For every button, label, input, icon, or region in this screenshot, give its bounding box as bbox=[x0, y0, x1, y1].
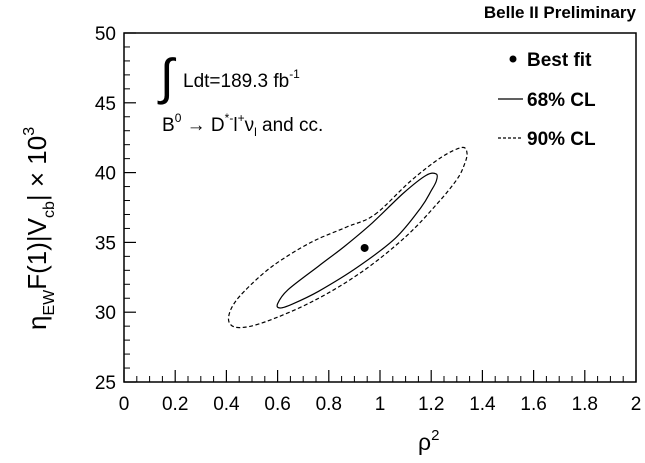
series-layer bbox=[227, 146, 468, 329]
x-tick-label: 0.6 bbox=[264, 394, 290, 415]
contour-68cl bbox=[276, 172, 438, 309]
legend-best-fit-label: Best fit bbox=[527, 50, 592, 71]
y-tick-label: 35 bbox=[95, 233, 116, 254]
decay-annotation: B0 → D*-l+νl and cc. bbox=[162, 111, 323, 139]
y-tick-label: 25 bbox=[95, 373, 116, 394]
x-tick-label: 0 bbox=[119, 394, 130, 415]
legend-90cl-label: 90% CL bbox=[527, 129, 596, 150]
x-tick-label: 0.2 bbox=[162, 394, 188, 415]
integral-sign: ∫ bbox=[157, 49, 177, 105]
legend: Best fit 68% CL 90% CL bbox=[498, 50, 596, 150]
contour-90cl bbox=[227, 146, 468, 329]
x-tick-label: 1.2 bbox=[418, 394, 444, 415]
legend-68cl-label: 68% CL bbox=[527, 90, 596, 111]
chart-title: Belle II Preliminary bbox=[484, 3, 637, 22]
x-tick-label: 1.8 bbox=[572, 394, 598, 415]
x-tick-label: 1.4 bbox=[469, 394, 496, 415]
y-axis: 25 30 35 40 45 50 bbox=[95, 24, 136, 394]
y-axis-label: ηEWF(1)|Vcb| × 103 bbox=[21, 127, 58, 330]
y-tick-label: 50 bbox=[95, 24, 116, 45]
y-tick-label: 30 bbox=[95, 303, 116, 324]
x-tick-label: 2 bbox=[631, 394, 642, 415]
x-axis-label: ρ2 bbox=[418, 427, 439, 455]
best-fit-point bbox=[360, 243, 369, 252]
luminosity-annotation: Ldt=189.3 fb-1 bbox=[183, 67, 300, 92]
y-tick-label: 40 bbox=[95, 164, 116, 185]
x-tick-label: 1 bbox=[375, 394, 386, 415]
y-tick-label: 45 bbox=[95, 94, 116, 115]
x-tick-label: 0.8 bbox=[316, 394, 342, 415]
x-tick-label: 0.4 bbox=[213, 394, 240, 415]
legend-best-fit-marker bbox=[509, 55, 517, 63]
x-tick-label: 1.6 bbox=[520, 394, 546, 415]
x-axis: 0 0.2 0.4 0.6 0.8 1 1.2 1.4 1.6 1.8 2 bbox=[119, 370, 642, 415]
